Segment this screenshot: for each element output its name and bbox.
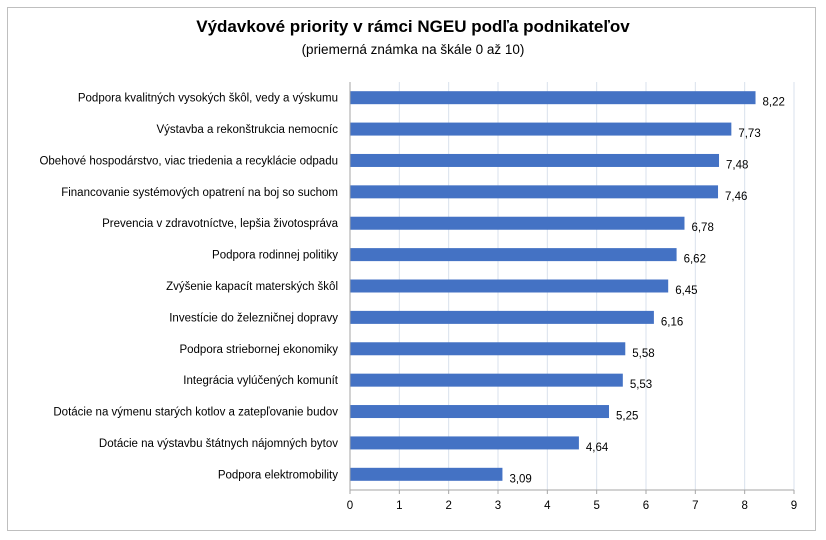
category-label: Výstavba a rekonštrukcia nemocníc: [156, 124, 338, 136]
bar: [350, 467, 503, 481]
x-tick-label: 8: [741, 500, 747, 512]
x-tick-label: 3: [495, 500, 501, 512]
category-label: Financovanie systémových opatrení na boj…: [61, 187, 338, 199]
bar: [350, 248, 677, 262]
category-label: Podpora striebornej ekonomiky: [179, 344, 338, 356]
bars-group: [350, 91, 756, 481]
bar: [350, 91, 756, 105]
bar: [350, 279, 669, 293]
category-label: Investície do železničnej dopravy: [169, 312, 338, 324]
x-tick-label: 0: [347, 500, 353, 512]
chart-subtitle: (priemerná známka na škále 0 až 10): [301, 42, 525, 57]
value-label: 4,64: [586, 442, 609, 454]
bar: [350, 153, 720, 167]
bar: [350, 342, 626, 356]
value-label: 6,45: [675, 285, 697, 297]
category-label: Zvýšenie kapacít materských škôl: [166, 281, 338, 293]
x-tick-label: 9: [791, 500, 797, 512]
category-label: Dotácie na výmenu starých kotlov a zatep…: [53, 407, 338, 419]
bar: [350, 185, 719, 199]
bar: [350, 122, 732, 136]
value-label: 6,78: [691, 222, 713, 234]
x-tick-label: 2: [445, 500, 451, 512]
chart-title: Výdavkové priority v rámci NGEU podľa po…: [196, 17, 630, 36]
category-label: Podpora kvalitných vysokých škôl, vedy a…: [78, 93, 338, 105]
bar: [350, 373, 623, 387]
x-axis: 0 1 2 3 4 5 6 7 8 9: [347, 82, 797, 512]
category-label: Podpora rodinnej politiky: [212, 250, 338, 262]
category-label: Dotácie na výstavbu štátnych nájomných b…: [99, 438, 338, 450]
value-label: 5,58: [632, 348, 654, 360]
value-label: 7,73: [738, 128, 760, 140]
x-tick-label: 5: [593, 500, 599, 512]
x-tick-label: 1: [396, 500, 402, 512]
category-label: Integrácia vylúčených komunít: [183, 375, 338, 387]
x-tick-label: 4: [544, 500, 551, 512]
category-labels: Podpora kvalitných vysokých škôl, vedy a…: [39, 93, 338, 482]
value-label: 3,09: [509, 473, 531, 485]
value-label: 6,16: [661, 316, 683, 328]
bar: [350, 216, 685, 230]
value-label: 7,46: [725, 191, 747, 203]
x-tick-label: 7: [692, 500, 698, 512]
category-label: Prevencia v zdravotníctve, lepšia životo…: [102, 218, 338, 230]
value-label: 5,53: [630, 379, 652, 391]
bar: [350, 310, 654, 324]
value-label: 5,25: [616, 411, 638, 423]
x-tick-label: 6: [643, 500, 649, 512]
value-label: 8,22: [763, 97, 785, 109]
value-label: 7,48: [726, 159, 748, 171]
category-label: Podpora elektromobility: [218, 469, 338, 481]
value-labels: 8,22 7,73 7,48 7,46 6,78 6,62 6,45 6,16 5,58 5,53…: [509, 97, 784, 486]
value-label: 6,62: [684, 254, 706, 266]
bar: [350, 405, 609, 419]
category-label: Obehové hospodárstvo, viac triedenia a r…: [39, 155, 338, 167]
bar: [350, 436, 579, 450]
